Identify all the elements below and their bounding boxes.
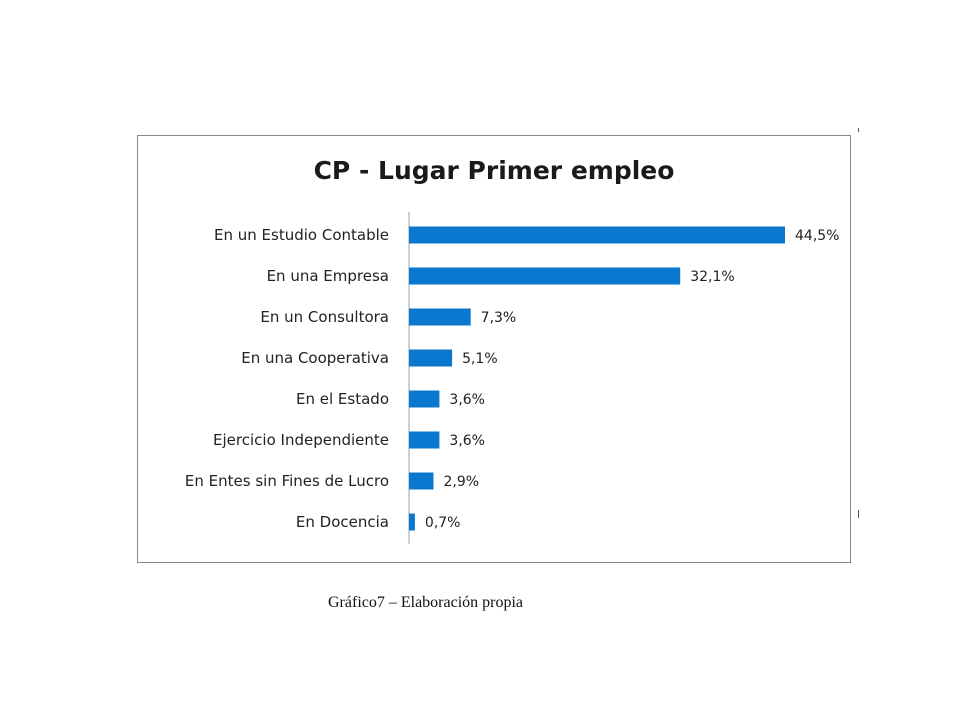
category-label: En un Estudio Contable bbox=[214, 226, 389, 244]
category-label: En un Consultora bbox=[260, 308, 389, 326]
value-label: 44,5% bbox=[795, 228, 839, 244]
category-label: En el Estado bbox=[296, 390, 389, 408]
chart-frame: CP - Lugar Primer empleo En un Estudio C… bbox=[137, 135, 851, 563]
value-label: 32,1% bbox=[690, 269, 734, 285]
bar bbox=[409, 472, 434, 490]
value-label: 0,7% bbox=[425, 515, 461, 531]
value-label: 3,6% bbox=[449, 433, 485, 449]
figure-caption: Gráfico7 – Elaboración propia bbox=[328, 594, 524, 611]
bar-chart: En un Estudio Contable En una Empresa En u… bbox=[185, 212, 839, 544]
category-label: Ejercicio Independiente bbox=[213, 431, 389, 449]
bar bbox=[409, 390, 440, 408]
chart-title: CP - Lugar Primer empleo bbox=[313, 156, 675, 185]
value-label: 3,6% bbox=[449, 392, 485, 408]
bar bbox=[409, 513, 415, 531]
category-label: En una Empresa bbox=[267, 267, 389, 285]
category-label: En Entes sin Fines de Lucro bbox=[185, 472, 389, 490]
edge-mark-top bbox=[858, 128, 859, 132]
category-label: En Docencia bbox=[296, 513, 389, 531]
bar bbox=[409, 226, 785, 244]
category-label: En una Cooperativa bbox=[241, 349, 389, 367]
edge-mark-bottom bbox=[858, 510, 859, 518]
bar bbox=[409, 308, 471, 326]
bar bbox=[409, 267, 681, 285]
bar bbox=[409, 349, 453, 367]
value-label: 7,3% bbox=[481, 310, 517, 326]
value-label: 2,9% bbox=[444, 474, 480, 490]
bar bbox=[409, 431, 440, 449]
value-label: 5,1% bbox=[462, 351, 498, 367]
